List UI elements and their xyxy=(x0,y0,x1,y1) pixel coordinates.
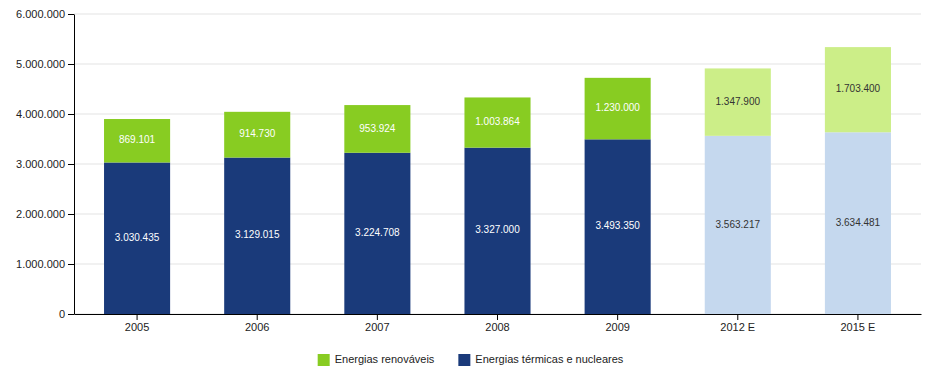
bar xyxy=(104,162,170,314)
tick-mark xyxy=(68,314,74,315)
data-label: 914.730 xyxy=(239,128,276,139)
bars xyxy=(104,47,891,314)
tick-label: 5.000.000 xyxy=(16,58,65,70)
tick: 2008 xyxy=(485,314,509,333)
legend-item: Energias renováveis xyxy=(318,353,435,366)
tick-mark xyxy=(737,314,738,320)
data-label: 1.230.000 xyxy=(595,102,640,113)
data-label: 1.003.864 xyxy=(475,116,520,127)
data-label: 3.030.435 xyxy=(115,232,160,243)
tick: 2007 xyxy=(365,314,389,333)
tick: 1.000.000 xyxy=(16,258,74,270)
tick-mark xyxy=(257,314,258,320)
legend-item: Energias térmicas e nucleares xyxy=(458,353,623,366)
tick-label: 3.000.000 xyxy=(16,158,65,170)
tick-mark xyxy=(377,314,378,320)
tick-label: 2012 E xyxy=(720,321,755,333)
tick: 2015 E xyxy=(840,314,875,333)
data-labels: 3.030.435 3.129.015 3.224.708 3.327.000 3.49… xyxy=(115,83,881,243)
tick-label: 1.000.000 xyxy=(16,258,65,270)
tick: 5.000.000 xyxy=(16,58,74,70)
data-label: 3.224.708 xyxy=(355,227,400,238)
data-label: 3.634.481 xyxy=(836,217,881,228)
bar xyxy=(585,139,651,314)
tick: 3.000.000 xyxy=(16,158,74,170)
grid-line xyxy=(74,64,921,65)
y-axis: 0 1.000.000 2.000.000 3.000.000 4.000.000 5.0… xyxy=(16,8,74,320)
bar xyxy=(224,112,290,158)
legend-label: Energias térmicas e nucleares xyxy=(475,353,623,365)
series xyxy=(104,47,891,162)
tick-label: 2008 xyxy=(485,321,509,333)
bar xyxy=(825,47,891,132)
legend-swatch xyxy=(318,354,330,366)
tick-mark xyxy=(497,314,498,320)
tick: 2005 xyxy=(125,314,149,333)
tick-label: 0 xyxy=(59,308,65,320)
tick-mark xyxy=(68,14,74,15)
data-label: 3.129.015 xyxy=(235,229,280,240)
plot: 2005 2006 2007 2008 2009 2012 E 2015 E 0 1.000.0… xyxy=(16,8,921,333)
tick: 0 xyxy=(59,308,74,320)
bar xyxy=(705,136,771,314)
legend-label: Energias renováveis xyxy=(335,353,435,365)
data-label: 1.703.400 xyxy=(836,83,881,94)
tick-mark xyxy=(68,214,74,215)
tick-mark xyxy=(617,314,618,320)
bar xyxy=(464,148,530,314)
data-label: 3.493.350 xyxy=(595,220,640,231)
series-labels: 869.101 914.730 953.924 1.003.864 1.230.000 1… xyxy=(119,83,881,145)
axis-domain xyxy=(74,15,75,315)
series xyxy=(104,132,891,314)
bar xyxy=(224,158,290,314)
data-label: 869.101 xyxy=(119,134,156,145)
bar xyxy=(464,97,530,147)
tick: 2012 E xyxy=(720,314,755,333)
bar xyxy=(585,78,651,140)
tick-mark xyxy=(68,164,74,165)
tick-label: 6.000.000 xyxy=(16,8,65,20)
x-axis: 2005 2006 2007 2008 2009 2012 E 2015 E xyxy=(75,314,922,333)
bar xyxy=(705,68,771,135)
tick-label: 2005 xyxy=(125,321,149,333)
tick: 2006 xyxy=(245,314,269,333)
bar xyxy=(825,132,891,314)
tick-mark xyxy=(137,314,138,320)
tick: 4.000.000 xyxy=(16,108,74,120)
chart: 2005 2006 2007 2008 2009 2012 E 2015 E 0 1.000.0… xyxy=(0,0,941,378)
bar xyxy=(344,153,410,314)
tick: 2.000.000 xyxy=(16,208,74,220)
tick-label: 2.000.000 xyxy=(16,208,65,220)
bar xyxy=(344,105,410,153)
data-label: 3.563.217 xyxy=(716,219,761,230)
tick-label: 2006 xyxy=(245,321,269,333)
tick-label: 2007 xyxy=(365,321,389,333)
tick-mark xyxy=(857,314,858,320)
series-labels: 3.030.435 3.129.015 3.224.708 3.327.000 3.49… xyxy=(115,217,881,243)
legend: Energias renováveis Energias térmicas e n… xyxy=(318,353,624,366)
grid-line xyxy=(74,14,921,15)
tick-label: 4.000.000 xyxy=(16,108,65,120)
legend-swatch xyxy=(458,354,470,366)
data-label: 3.327.000 xyxy=(475,224,520,235)
tick: 6.000.000 xyxy=(16,8,74,20)
data-label: 953.924 xyxy=(359,123,396,134)
bar xyxy=(104,119,170,162)
tick: 2009 xyxy=(605,314,629,333)
tick-mark xyxy=(68,64,74,65)
data-label: 1.347.900 xyxy=(716,96,761,107)
tick-mark xyxy=(68,114,74,115)
tick-label: 2015 E xyxy=(840,321,875,333)
grid xyxy=(74,14,921,314)
tick-label: 2009 xyxy=(605,321,629,333)
tick-mark xyxy=(68,264,74,265)
